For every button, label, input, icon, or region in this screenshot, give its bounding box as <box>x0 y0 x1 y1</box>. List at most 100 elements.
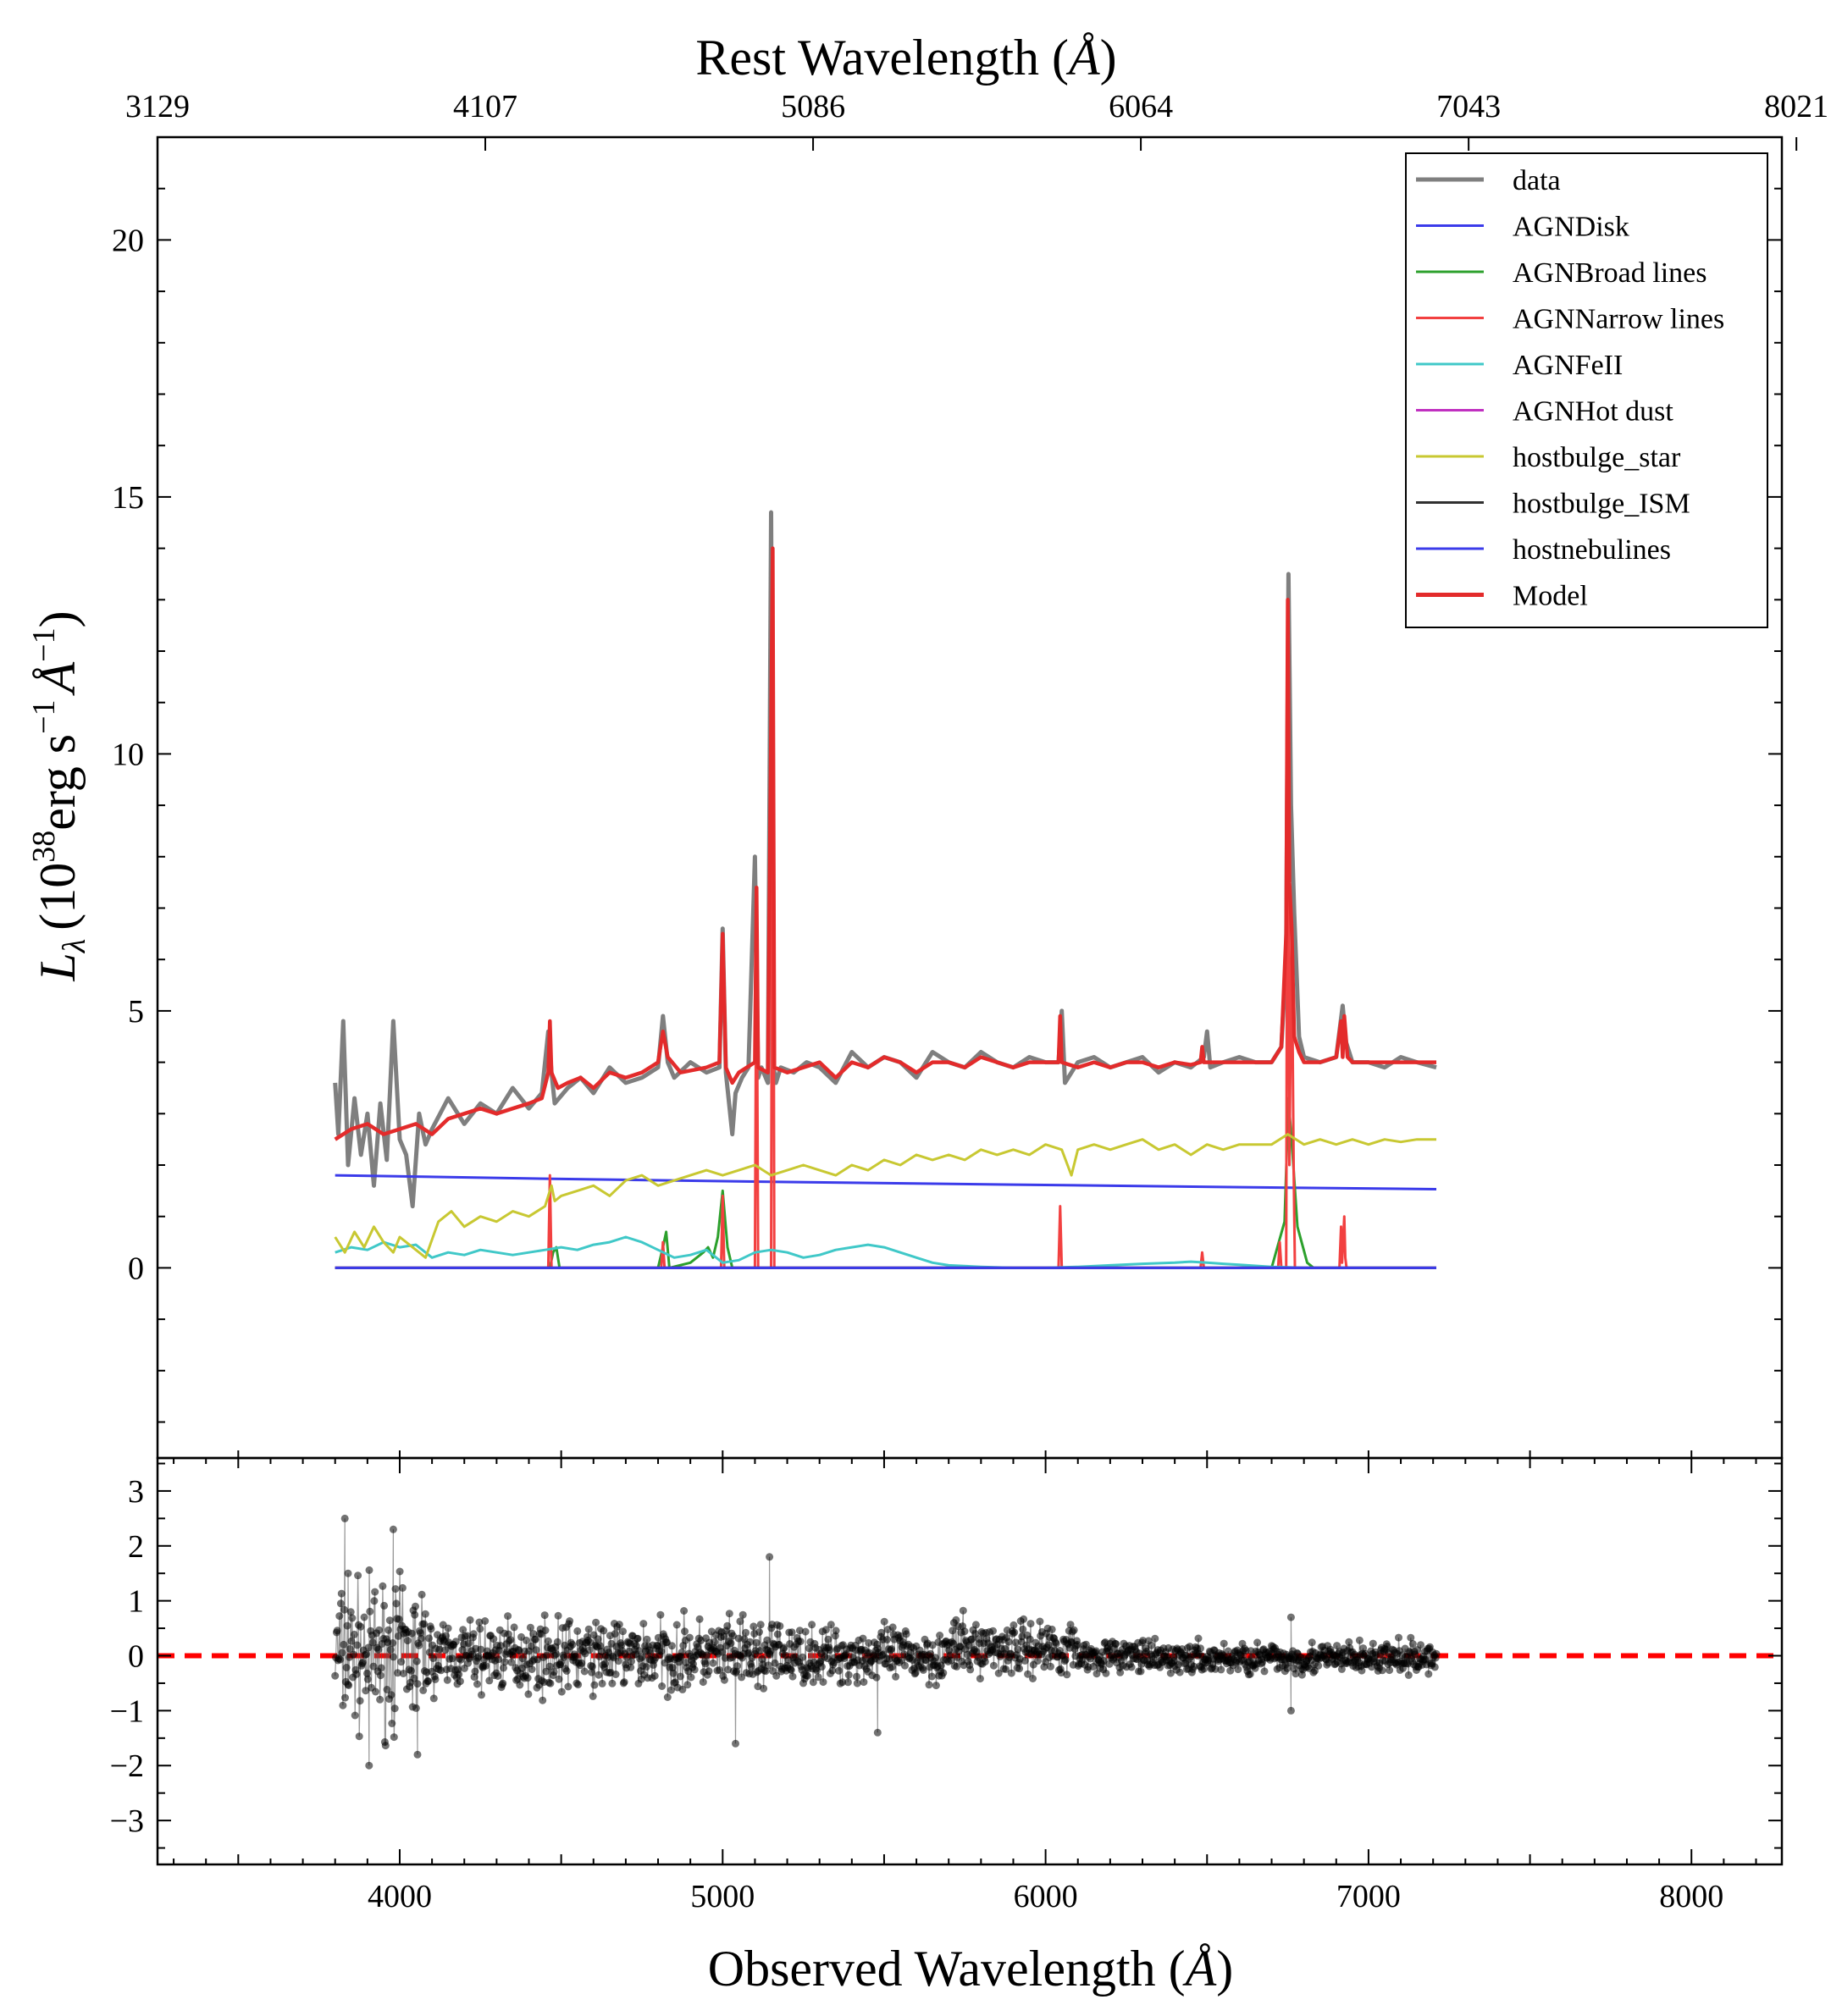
residual-point <box>366 1607 374 1616</box>
residual-point <box>578 1659 586 1667</box>
residual-point <box>1175 1668 1184 1676</box>
series-hostbulge-star <box>334 1133 1436 1259</box>
residual-point <box>365 1761 373 1770</box>
residual-point <box>336 1655 345 1664</box>
residual-point <box>1234 1665 1242 1674</box>
residual-point <box>399 1670 407 1677</box>
residual-point <box>552 1649 561 1658</box>
residual-point <box>860 1678 868 1687</box>
residual-point <box>1178 1645 1187 1654</box>
residual-point <box>362 1687 370 1695</box>
spectrum-y-tick-labels: 0 5 10 15 20 <box>112 223 144 1286</box>
residual-point <box>953 1662 961 1671</box>
residual-point <box>429 1694 438 1703</box>
legend-label-agndisk: AGNDisk <box>1513 212 1629 243</box>
residual-point <box>585 1646 594 1654</box>
residual-point <box>1112 1640 1120 1649</box>
residual-point <box>832 1627 840 1635</box>
residual-point <box>1007 1669 1015 1677</box>
residual-point <box>658 1682 667 1690</box>
residual-point <box>615 1621 623 1629</box>
residual-point <box>441 1646 450 1654</box>
residual-point <box>619 1627 627 1636</box>
residual-point <box>383 1686 391 1693</box>
residual-point <box>435 1645 444 1654</box>
residual-point <box>989 1661 998 1670</box>
residual-point <box>638 1653 646 1661</box>
legend-label-agnbroad-lines: AGNBroad lines <box>1513 257 1706 289</box>
legend-label-hostbulge-star: hostbulge_star <box>1513 442 1681 473</box>
residual-point <box>801 1627 810 1636</box>
residual-point <box>337 1589 346 1598</box>
residual-point <box>1378 1666 1386 1675</box>
residual-point <box>699 1678 707 1687</box>
residual-point <box>680 1607 689 1615</box>
residual-point <box>564 1682 573 1691</box>
residual-point <box>345 1682 353 1689</box>
residual-point <box>553 1638 561 1646</box>
residual-point <box>1190 1662 1198 1671</box>
legend-label-hostbulge-ism: hostbulge_ISM <box>1513 489 1690 520</box>
residual-point <box>927 1672 936 1681</box>
residual-point <box>528 1665 536 1673</box>
residual-point <box>1029 1675 1037 1682</box>
residual-point <box>627 1663 635 1671</box>
residual-point <box>676 1672 684 1681</box>
residual-point <box>1015 1665 1024 1673</box>
residual-point <box>981 1658 989 1666</box>
residual-point <box>419 1686 428 1694</box>
residual-point <box>390 1704 399 1713</box>
residual-point <box>403 1637 412 1645</box>
residual-point <box>960 1627 969 1636</box>
residual-point <box>1247 1654 1256 1662</box>
residual-point <box>888 1663 896 1671</box>
residual-point <box>1092 1670 1101 1678</box>
residual-point <box>331 1671 340 1680</box>
residual-point <box>928 1641 937 1649</box>
residual-point <box>1432 1649 1441 1658</box>
residual-point <box>398 1583 407 1592</box>
residual-point <box>424 1677 433 1685</box>
residual-point <box>1166 1669 1175 1677</box>
residual-point <box>819 1678 827 1687</box>
residual-point <box>562 1667 571 1675</box>
residual-point <box>342 1664 351 1671</box>
residual-point <box>464 1639 473 1648</box>
residual-point <box>723 1621 732 1630</box>
residual-point <box>545 1662 554 1671</box>
residual-point <box>826 1646 834 1654</box>
residual-point <box>364 1643 373 1652</box>
residual-point <box>773 1630 782 1638</box>
residual-point <box>455 1671 463 1679</box>
residual-point <box>568 1641 577 1649</box>
residual-point <box>787 1666 795 1674</box>
residual-point <box>888 1645 896 1653</box>
residual-point <box>952 1616 960 1624</box>
legend-label-model: Model <box>1513 581 1588 612</box>
residual-point <box>466 1616 474 1624</box>
residual-point <box>384 1626 393 1634</box>
residual-point <box>965 1641 973 1649</box>
residual-point <box>369 1662 378 1671</box>
residual-point <box>949 1627 957 1635</box>
residual-point <box>601 1660 609 1668</box>
residual-point <box>468 1650 477 1659</box>
residual-point <box>772 1671 781 1680</box>
residual-point <box>541 1627 550 1634</box>
residual-point <box>1010 1621 1018 1629</box>
residual-point <box>356 1697 364 1705</box>
residual-point <box>701 1660 710 1668</box>
residual-point <box>415 1641 423 1649</box>
residual-point <box>590 1681 599 1689</box>
top-axis-title: Rest Wavelength (Å) <box>695 30 1116 86</box>
residual-point <box>657 1647 666 1655</box>
residual-point <box>357 1622 365 1631</box>
residuals-y-tick-labels: 3 2 1 0 −1 −2 −3 <box>110 1474 144 1839</box>
residual-point <box>340 1514 349 1522</box>
residual-point <box>1061 1655 1070 1664</box>
residual-point <box>808 1621 816 1629</box>
residual-point <box>1386 1666 1394 1675</box>
residual-point <box>1011 1638 1020 1647</box>
residuals-plot-frame <box>156 1456 1784 1866</box>
